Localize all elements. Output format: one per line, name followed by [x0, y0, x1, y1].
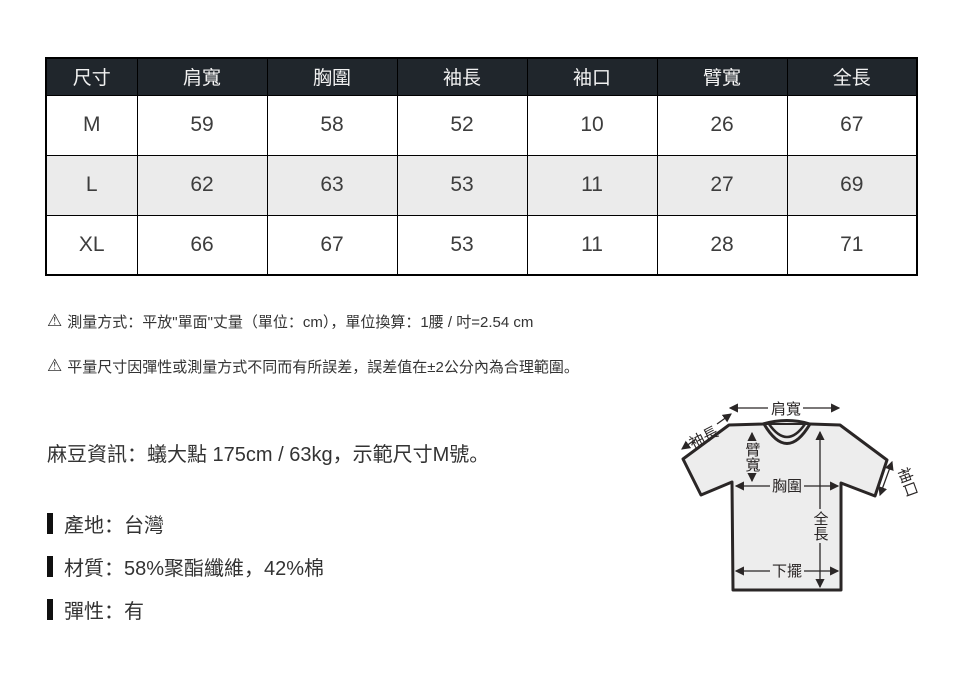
detail-elasticity: 彈性：有 — [47, 588, 324, 631]
table-row-m: M 59 58 52 10 26 67 — [45, 94, 918, 156]
detail-bullet-bar — [47, 513, 53, 534]
cell-value: 52 — [396, 94, 528, 156]
cell-value: 26 — [656, 94, 788, 156]
arm-width-label: 臂寬 — [744, 442, 761, 472]
col-header-total-length: 全長 — [786, 57, 918, 96]
product-details: 產地：台灣 材質：58%聚酯纖維，42%棉 彈性：有 — [47, 502, 324, 631]
table-header-row: 尺寸 肩寬 胸圍 袖長 袖口 臂寬 全長 — [45, 57, 918, 96]
cell-value: 59 — [136, 94, 268, 156]
shoulder-label: 肩寬 — [771, 400, 801, 418]
cell-value: 71 — [786, 214, 918, 276]
cuff-label: 袖口 — [894, 465, 920, 499]
cell-value: 63 — [266, 154, 398, 216]
table-row-xl: XL 66 67 53 11 28 71 — [45, 214, 918, 276]
measure-cuff — [878, 460, 894, 497]
cell-value: 53 — [396, 214, 528, 276]
cell-value: 66 — [136, 214, 268, 276]
model-info-text: 麻豆資訊：蟻大點 175cm / 63kg，示範尺寸M號。 — [47, 444, 490, 466]
size-table: 尺寸 肩寬 胸圍 袖長 袖口 臂寬 全長 M 59 58 52 10 26 67… — [45, 57, 918, 276]
detail-text: 彈性：有 — [64, 601, 144, 623]
collar-outer-arc — [762, 423, 812, 445]
hem-label: 下擺 — [772, 563, 802, 580]
col-header-arm-width: 臂寬 — [656, 57, 788, 96]
col-header-size: 尺寸 — [45, 57, 138, 96]
collar-inner-arc — [767, 423, 807, 439]
chest-label: 胸圍 — [772, 478, 802, 495]
warning-icon: ⚠ — [47, 356, 63, 376]
col-header-shoulder: 肩寬 — [136, 57, 268, 96]
tolerance-note: ⚠ 平量尺寸因彈性或測量方式不同而有所誤差，誤差值在±2公分內為合理範圍。 — [47, 356, 579, 377]
cell-size: XL — [45, 214, 138, 276]
cell-value: 67 — [266, 214, 398, 276]
tshirt-measurement-diagram: 肩寬 袖長 臂寬 胸圍 袖口 全長 — [681, 400, 920, 592]
detail-origin: 產地：台灣 — [47, 502, 324, 545]
measurement-note: ⚠ 測量方式：平放"單面"丈量（單位：cm），單位換算：1腰 / 吋=2.54 … — [47, 311, 533, 332]
warning-icon: ⚠ — [47, 311, 63, 331]
detail-text: 產地：台灣 — [64, 515, 164, 537]
note-text: 平量尺寸因彈性或測量方式不同而有所誤差，誤差值在±2公分內為合理範圍。 — [67, 359, 579, 376]
col-header-sleeve: 袖長 — [396, 57, 528, 96]
col-header-cuff: 袖口 — [526, 57, 658, 96]
total-length-label: 全長 — [812, 510, 829, 541]
cell-value: 67 — [786, 94, 918, 156]
cell-value: 58 — [266, 94, 398, 156]
detail-bullet-bar — [47, 599, 53, 620]
cell-value: 11 — [526, 154, 658, 216]
cell-value: 69 — [786, 154, 918, 216]
cell-value: 11 — [526, 214, 658, 276]
cell-value: 53 — [396, 154, 528, 216]
cell-value: 27 — [656, 154, 788, 216]
cell-value: 10 — [526, 94, 658, 156]
table-row-l: L 62 63 53 11 27 69 — [45, 154, 918, 216]
note-text: 測量方式：平放"單面"丈量（單位：cm），單位換算：1腰 / 吋=2.54 cm — [67, 314, 534, 331]
cell-value: 28 — [656, 214, 788, 276]
measure-sleeve-length — [681, 413, 732, 450]
cell-size: L — [45, 154, 138, 216]
cell-size: M — [45, 94, 138, 156]
cell-value: 62 — [136, 154, 268, 216]
detail-material: 材質：58%聚酯纖維，42%棉 — [47, 545, 324, 588]
detail-bullet-bar — [47, 556, 53, 577]
detail-text: 材質：58%聚酯纖維，42%棉 — [64, 558, 325, 580]
col-header-chest: 胸圍 — [266, 57, 398, 96]
